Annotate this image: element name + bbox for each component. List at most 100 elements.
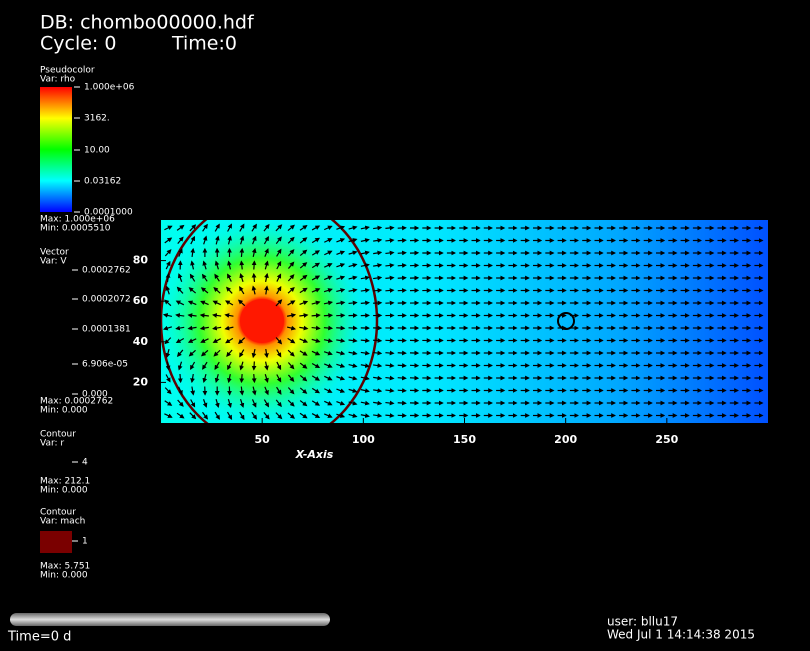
vector-arrow (360, 225, 370, 231)
vector-arrow (385, 413, 395, 418)
vector-arrow (360, 263, 370, 268)
vector-arrow (202, 411, 209, 420)
vector-arrow (324, 238, 333, 243)
vector-arrow (299, 325, 309, 331)
legend-max: Max: 0.0002762 (40, 397, 113, 407)
vector-arrow (311, 325, 321, 331)
vector-arrow (164, 337, 172, 345)
vector-arrow (177, 236, 184, 244)
vector-arrow (336, 338, 346, 343)
vector-arrow (264, 248, 269, 257)
vector-arrow (214, 223, 220, 232)
vector-arrow (385, 225, 395, 231)
vector-arrow (275, 399, 282, 408)
vector-arrow (239, 349, 245, 358)
vector-arrow (348, 388, 358, 393)
vector-arrow (188, 287, 197, 294)
vector-arrow (373, 400, 383, 406)
vector-arrow (239, 399, 245, 408)
vector-arrow (164, 299, 172, 307)
vector-arrow (373, 275, 383, 281)
legend-min: Min: 0.000 (40, 571, 88, 581)
rho-core (240, 299, 284, 343)
vector-arrow (239, 373, 245, 384)
vector-arrow (202, 235, 208, 245)
vector-arrow (214, 260, 220, 270)
vector-arrow (397, 275, 407, 281)
vector-arrow (226, 286, 233, 294)
vector-arrow (276, 286, 282, 295)
legend-var: Var: rho (40, 75, 76, 85)
vector-arrow (226, 349, 233, 357)
vector-arrow (287, 300, 296, 306)
vector-arrow (165, 260, 171, 270)
vector-arrow (214, 373, 220, 384)
vector-arrow (324, 250, 333, 256)
vector-arrow (264, 285, 269, 295)
vector-arrow (264, 348, 269, 359)
vector-arrow (360, 363, 370, 368)
vector-arrow (200, 349, 209, 357)
vector-arrow (263, 223, 270, 232)
db-name: DB: chombo00000.hdf (40, 12, 255, 34)
vector-arrow (226, 411, 233, 420)
vector-arrow (360, 375, 370, 381)
vector-arrow (336, 413, 346, 418)
vector-arrow (323, 225, 333, 231)
vector-arrow (162, 313, 173, 318)
vector-arrow (373, 250, 383, 256)
plot-area (161, 220, 768, 423)
vector-arrow (275, 299, 283, 307)
vector-arrow (311, 363, 321, 369)
time-slider[interactable] (10, 613, 330, 626)
vector-arrow (224, 313, 234, 318)
vector-arrow (287, 337, 296, 344)
vector-arrow (164, 225, 173, 231)
vector-arrow (164, 400, 173, 406)
vector-arrow (238, 337, 246, 345)
x-tick-label: 100 (352, 433, 375, 446)
vector-arrow (348, 413, 358, 418)
vector-arrow (397, 375, 407, 381)
vector-arrow (299, 300, 309, 306)
vector-arrow (373, 350, 383, 356)
vector-arrow (311, 375, 321, 381)
vector-arrow (287, 261, 295, 269)
vector-arrow (276, 248, 282, 257)
footer-user: user: bllu17 (607, 615, 678, 629)
vector-arrow (336, 225, 346, 231)
vector-arrow (239, 223, 245, 232)
vector-arrow (190, 235, 195, 245)
vector-arrow (287, 399, 295, 407)
vector-arrow (287, 349, 295, 357)
vector-arrow (299, 225, 308, 231)
footer-time: Time=0 d (7, 630, 71, 645)
vector-arrow (227, 361, 232, 371)
vector-arrow (175, 338, 185, 344)
vector-arrow (336, 263, 346, 268)
vector-arrow (164, 237, 173, 244)
vector-arrow (287, 412, 295, 419)
vector-arrow (385, 263, 395, 268)
vector-arrow (189, 412, 197, 420)
vector-arrow (336, 363, 346, 368)
vector-arrow (336, 375, 346, 381)
vector-arrow (336, 275, 346, 281)
x-tick-label: 50 (255, 433, 271, 446)
vector-arrow (215, 398, 220, 408)
vector-arrow (200, 287, 209, 294)
vector-arrow (202, 260, 208, 270)
vector-arrow (202, 361, 208, 370)
vector-arrow (360, 338, 370, 343)
vector-arrow (190, 260, 195, 270)
vector-arrow (251, 285, 257, 295)
y-tick-label: 40 (133, 335, 149, 348)
vector-arrow (348, 263, 358, 268)
vector-arrow (373, 375, 383, 381)
legend-label: 0.03162 (84, 177, 121, 187)
vector-arrow (175, 313, 185, 318)
vector-arrow (163, 325, 173, 331)
vector-arrow (323, 363, 333, 368)
vector-arrow (311, 250, 320, 256)
